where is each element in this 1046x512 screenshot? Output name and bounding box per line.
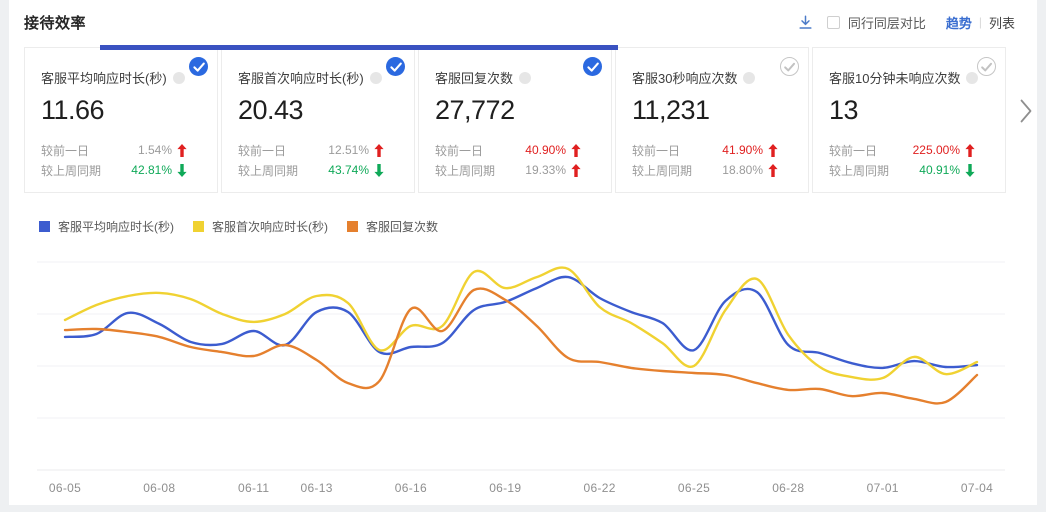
- metric-cards-row: 客服平均响应时长(秒) 11.66 较前一日 1.54% 较上周同期 42.81…: [24, 47, 1006, 193]
- check-badge-icon[interactable]: [386, 57, 405, 76]
- x-tick-label: 06-11: [238, 481, 269, 495]
- check-badge-icon[interactable]: [977, 57, 996, 76]
- check-badge-icon[interactable]: [780, 57, 799, 76]
- trend-label: 较前一日: [41, 143, 90, 158]
- info-icon: [369, 71, 382, 84]
- trend-arrow-icon: [374, 143, 384, 157]
- trend-label: 较前一日: [238, 143, 287, 158]
- trend-arrow-icon: [768, 143, 778, 157]
- panel-header: 接待效率 同行同层对比 趋势 | 列表: [9, 0, 1037, 45]
- check-badge-icon[interactable]: [189, 57, 208, 76]
- legend-item-avg-response[interactable]: 客服平均响应时长(秒): [39, 218, 174, 235]
- legend-label: 客服回复次数: [366, 220, 439, 234]
- info-icon: [519, 71, 532, 84]
- metric-card-avg-response-time[interactable]: 客服平均响应时长(秒) 11.66 较前一日 1.54% 较上周同期 42.81…: [24, 47, 218, 193]
- legend-label: 客服首次响应时长(秒): [212, 220, 328, 234]
- metric-value: 13: [829, 95, 859, 125]
- reception-efficiency-panel: 接待效率 同行同层对比 趋势 | 列表 客服平均响应时长(秒) 11: [9, 0, 1037, 505]
- trend-chart-section: 客服平均响应时长(秒) 客服首次响应时长(秒) 客服回复次数 06-05 06-0…: [9, 205, 1037, 505]
- info-icon: [966, 71, 979, 84]
- trend-label: 较上周同期: [41, 163, 102, 178]
- trend-value: 19.33%: [525, 163, 566, 177]
- metric-title: 客服首次响应时长(秒): [238, 71, 364, 86]
- metric-value: 11,231: [632, 95, 710, 125]
- tab-divider: |: [978, 15, 982, 29]
- metric-value: 11.66: [41, 95, 105, 125]
- metric-value: 27,772: [435, 95, 515, 125]
- metric-card-30s-response-count[interactable]: 客服30秒响应次数 11,231 较前一日 41.90% 较上周同期 18.80…: [615, 47, 809, 193]
- x-tick-label: 06-05: [49, 481, 81, 495]
- metric-title: 客服10分钟未响应次数: [829, 71, 961, 86]
- trend-value: 12.51%: [328, 143, 369, 157]
- download-icon[interactable]: [798, 14, 813, 30]
- x-tick-label: 06-25: [678, 481, 710, 495]
- legend-label: 客服平均响应时长(秒): [58, 220, 174, 234]
- peer-compare-checkbox[interactable]: [826, 15, 840, 29]
- x-tick-label: 06-16: [395, 481, 427, 495]
- selected-cards-indicator-bar: [100, 45, 618, 50]
- trend-label: 较前一日: [829, 143, 878, 158]
- legend-swatch: [39, 221, 50, 232]
- trend-label: 较上周同期: [435, 163, 496, 178]
- trend-value: 43.74%: [328, 163, 369, 177]
- trend-label: 较上周同期: [238, 163, 299, 178]
- trend-arrow-icon: [177, 163, 187, 177]
- header-controls: 同行同层对比 趋势 | 列表: [798, 12, 1015, 32]
- legend-swatch: [193, 221, 204, 232]
- trend-arrow-icon: [374, 163, 384, 177]
- metric-title: 客服回复次数: [435, 71, 514, 86]
- trend-value: 42.81%: [131, 163, 172, 177]
- metric-card-reply-count[interactable]: 客服回复次数 27,772 较前一日 40.90% 较上周同期 19.33%: [418, 47, 612, 193]
- tab-trend[interactable]: 趋势: [945, 15, 972, 31]
- legend-item-reply-count[interactable]: 客服回复次数: [347, 218, 438, 235]
- x-tick-label: 06-13: [300, 481, 332, 495]
- trend-line-chart[interactable]: 06-05 06-08 06-11 06-13 06-16 06-19 06-22 06-25…: [9, 205, 1037, 505]
- metric-title: 客服平均响应时长(秒): [41, 71, 167, 86]
- peer-compare-label: 同行同层对比: [847, 15, 926, 31]
- chevron-right-icon: [1020, 99, 1032, 123]
- trend-value: 225.00%: [912, 143, 960, 157]
- trend-arrow-icon: [571, 143, 581, 157]
- x-tick-label: 06-08: [143, 481, 175, 495]
- info-icon: [172, 71, 185, 84]
- carousel-next-button[interactable]: [1017, 97, 1035, 125]
- x-tick-label: 06-22: [583, 481, 615, 495]
- x-tick-label: 06-19: [489, 481, 521, 495]
- trend-arrow-icon: [177, 143, 187, 157]
- trend-value: 41.90%: [722, 143, 763, 157]
- page-title: 接待效率: [24, 15, 87, 32]
- trend-label: 较前一日: [435, 143, 484, 158]
- trend-label: 较前一日: [632, 143, 681, 158]
- trend-arrow-icon: [965, 163, 975, 177]
- metric-card-10min-no-response-count[interactable]: 客服10分钟未响应次数 13 较前一日 225.00% 较上周同期 40.91%: [812, 47, 1006, 193]
- series-line-2: [63, 287, 979, 405]
- check-badge-icon[interactable]: [583, 57, 602, 76]
- x-tick-label: 06-28: [772, 481, 804, 495]
- legend-item-first-response[interactable]: 客服首次响应时长(秒): [193, 218, 328, 235]
- metric-title: 客服30秒响应次数: [632, 71, 738, 86]
- info-icon: [743, 71, 756, 84]
- trend-arrow-icon: [768, 163, 778, 177]
- metric-card-first-response-time[interactable]: 客服首次响应时长(秒) 20.43 较前一日 12.51% 较上周同期 43.7…: [221, 47, 415, 193]
- series-line-0: [63, 275, 979, 370]
- trend-label: 较上周同期: [829, 163, 890, 178]
- x-tick-label: 07-01: [867, 481, 899, 495]
- tab-list[interactable]: 列表: [988, 15, 1015, 31]
- legend-swatch: [347, 221, 358, 232]
- x-tick-label: 07-04: [961, 481, 993, 495]
- trend-value: 18.80%: [722, 163, 763, 177]
- trend-value: 1.54%: [137, 143, 172, 157]
- metric-value: 20.43: [238, 95, 304, 125]
- trend-arrow-icon: [965, 143, 975, 157]
- chart-legend: 客服平均响应时长(秒) 客服首次响应时长(秒) 客服回复次数: [39, 218, 438, 235]
- trend-label: 较上周同期: [632, 163, 693, 178]
- trend-value: 40.91%: [919, 163, 960, 177]
- trend-value: 40.90%: [525, 143, 566, 157]
- series-line-1: [63, 266, 979, 381]
- trend-arrow-icon: [571, 163, 581, 177]
